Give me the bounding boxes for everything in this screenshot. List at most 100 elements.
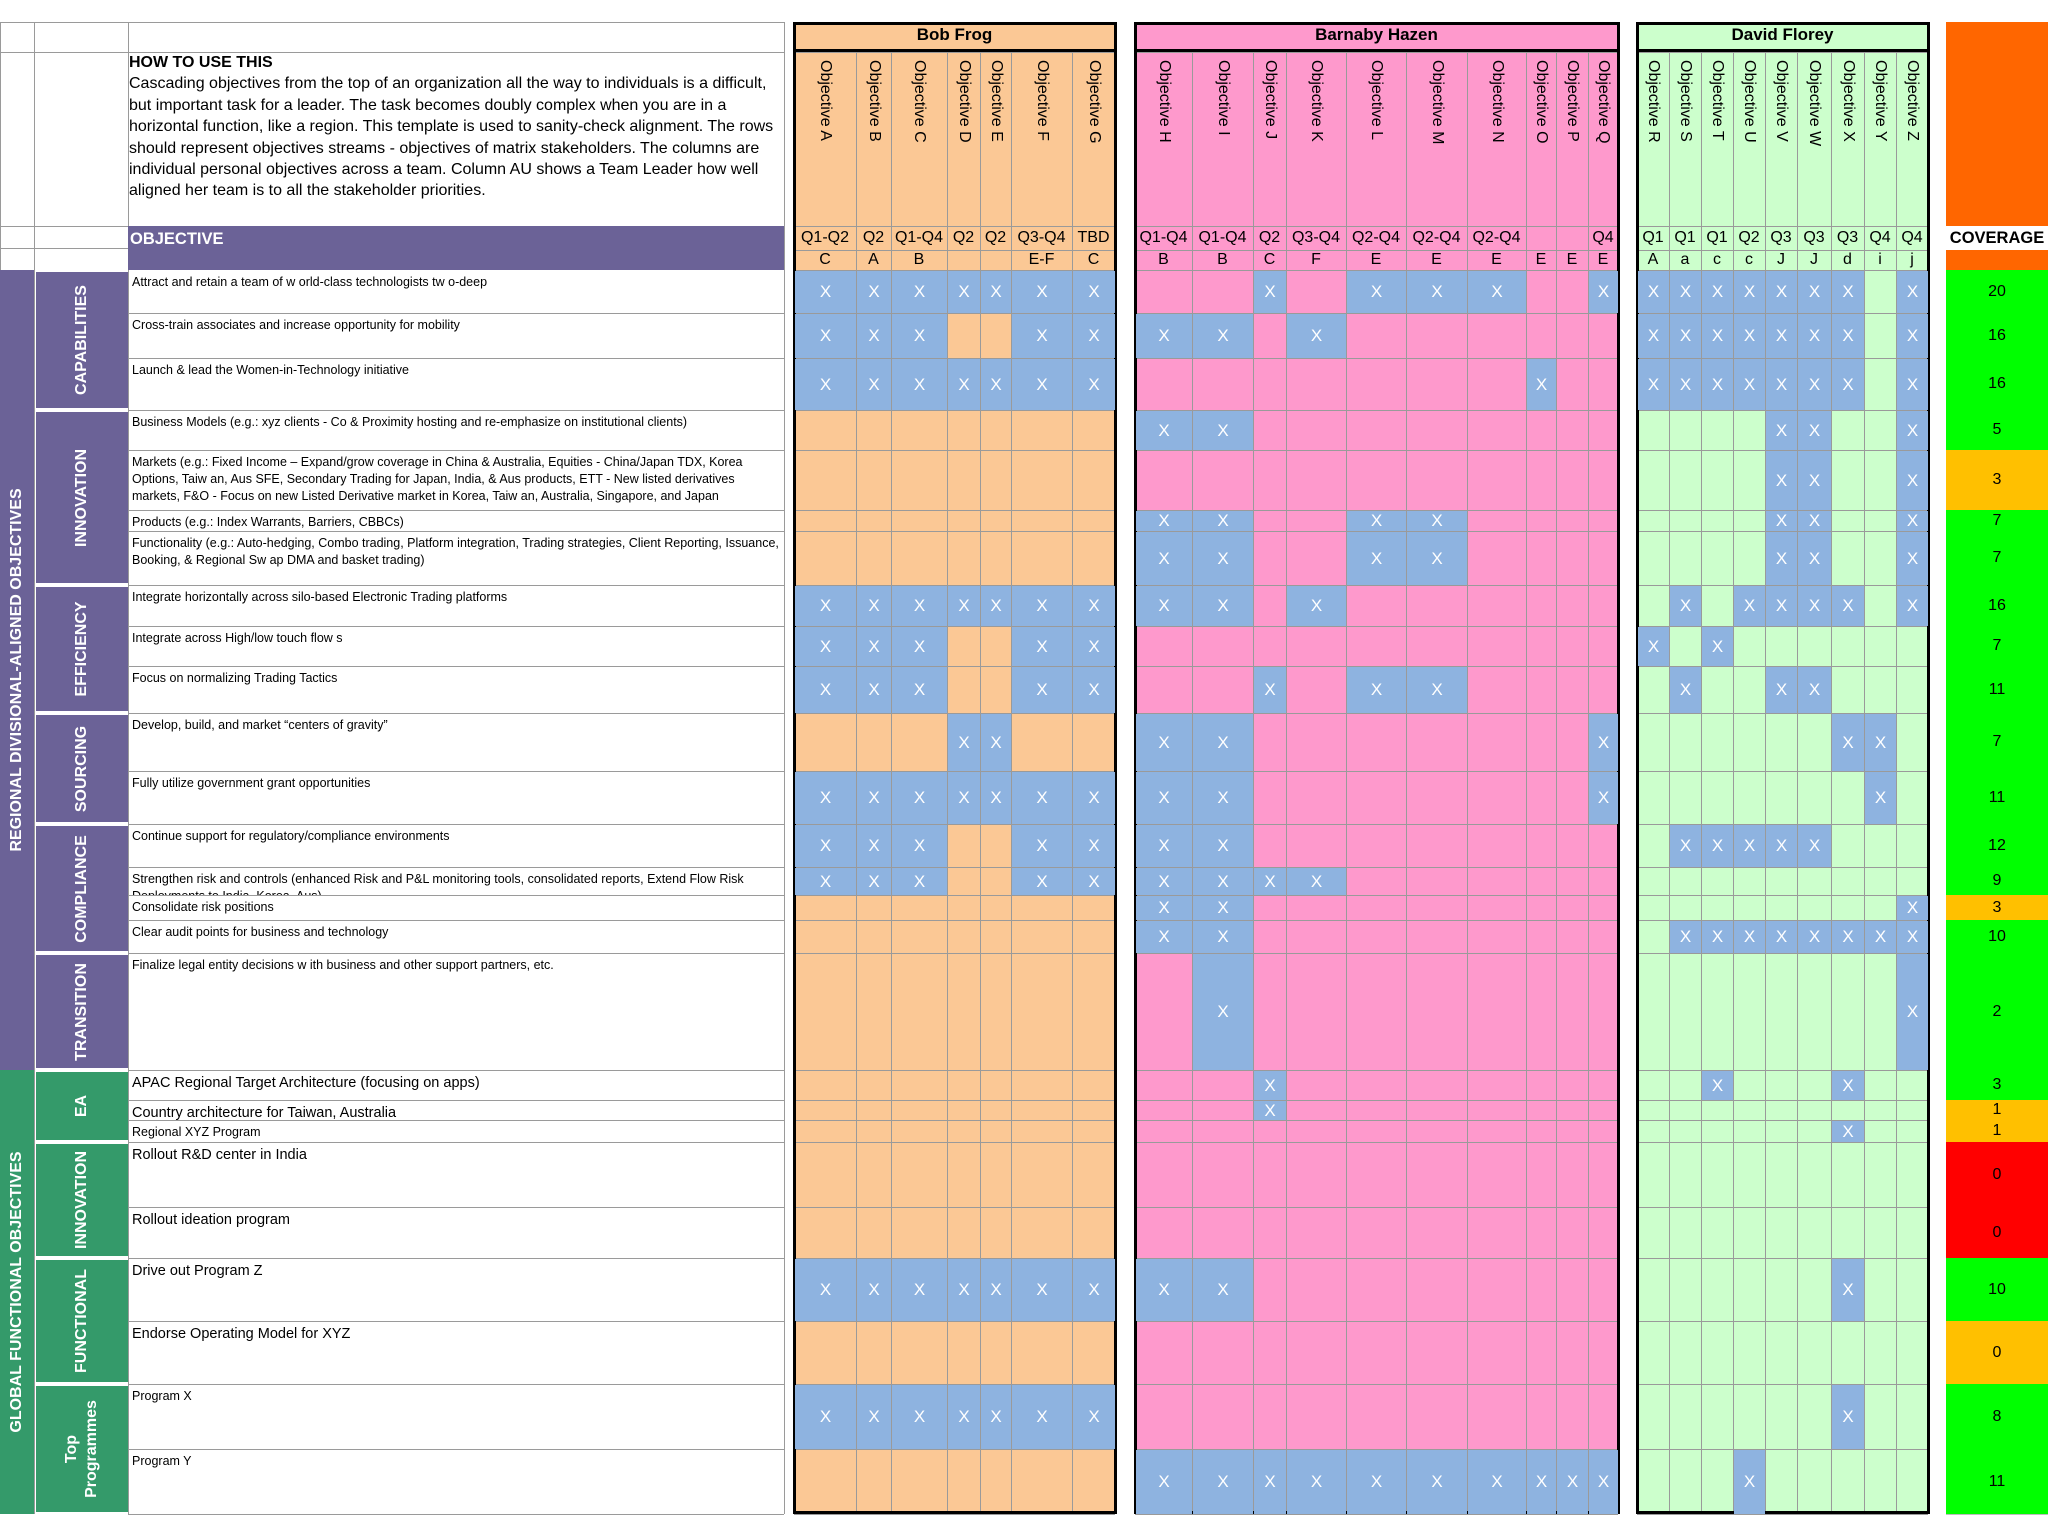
row-line [1637,920,1928,921]
alignment-mark: X [1407,271,1467,313]
alignment-mark: X [1734,271,1765,313]
category-label-text: TRANSITION [73,962,90,1061]
alignment-mark: X [1012,772,1072,824]
group-label-text: GLOBAL FUNCTIONAL OBJECTIVES [8,1151,25,1433]
coverage-value: 10 [1946,1258,2048,1321]
alignment-mark: X [1254,667,1286,713]
alignment-mark: X [1766,586,1797,626]
alignment-mark: X [857,667,891,713]
objective-quarter [1556,228,1588,250]
alignment-mark: X [1766,451,1797,510]
row-line [1637,1384,1928,1385]
alignment-mark: X [1702,921,1733,953]
row-line [1135,450,1618,451]
alignment-mark: X [892,627,947,666]
objective-row-label: Country architecture for Taiwan, Austral… [129,1101,784,1120]
row-line [128,1120,784,1121]
row-line [794,666,1115,667]
row-line [794,920,1115,921]
objective-name: Objective W [1806,60,1823,147]
alignment-mark: X [1798,411,1831,450]
objective-label: Objective U [1733,52,1765,226]
alignment-mark: X [795,1385,856,1449]
alignment-mark: X [1136,411,1192,450]
row-line [794,1321,1115,1322]
objective-quarter: TBD [1077,229,1110,246]
objective-row-label: Program Y [129,1450,784,1514]
row-line [1637,824,1928,825]
objective-label: Objective D [947,52,980,226]
objective-stakeholder-letter: E-F [1028,251,1055,268]
category-label-text: INNOVATION [73,448,90,547]
alignment-mark: X [1287,314,1346,358]
row-line [1637,450,1928,451]
alignment-mark: X [1012,314,1072,358]
row-line [1135,1100,1618,1101]
row-line [1135,920,1618,921]
alignment-mark: X [1073,314,1115,358]
alignment-mark: X [1832,359,1864,410]
row-line [1135,270,1618,271]
objective-row-label: Attract and retain a team of w orld-clas… [129,271,784,313]
objective-stakeholder-letter [947,250,980,270]
objective-label: Objective Y [1864,52,1896,226]
alignment-mark: X [948,1259,980,1321]
person-name: Bob Frog [794,22,1115,52]
coverage-value: 10 [1946,920,2048,953]
row-line [794,1120,1115,1121]
objective-column-header: OBJECTIVE [128,226,784,270]
alignment-mark: X [1527,1450,1556,1514]
objective-quarter: Q3 [1770,229,1792,246]
objective-name: Objective N [1488,60,1506,143]
objective-name: Objective H [1155,60,1173,143]
alignment-mark: X [1012,825,1072,867]
objective-label: Objective X [1831,52,1864,226]
alignment-mark: X [1136,714,1192,771]
alignment-mark: X [1073,772,1115,824]
objective-stakeholder-letter: E [1597,251,1609,268]
alignment-mark: X [1897,954,1928,1070]
row-line [794,358,1115,359]
alignment-mark: X [892,667,947,713]
objective-name: Objective B [865,60,883,142]
alignment-mark: X [1798,451,1831,510]
column-line [1831,52,1832,1514]
objective-stakeholder-letter [980,250,1011,270]
alignment-mark: X [1287,586,1346,626]
coverage-header-fill [1946,250,2048,270]
row-line [794,1207,1115,1208]
alignment-mark: X [1670,314,1701,358]
row-line [1637,666,1928,667]
objective-stakeholder-letter: i [1878,251,1882,268]
alignment-mark: X [1193,921,1253,953]
objective-label: Objective W [1797,52,1831,226]
row-line [1135,1514,1618,1515]
column-line [1588,52,1589,1514]
objective-quarter: Q4 [1592,229,1614,246]
alignment-mark: X [1589,1450,1618,1514]
coverage-value: 11 [1946,771,2048,824]
objective-name: Objective C [911,60,928,143]
category-label: FUNCTIONAL [36,1260,128,1382]
alignment-mark: X [1832,1385,1864,1449]
alignment-mark: X [1468,271,1526,313]
alignment-mark: X [1073,1259,1115,1321]
category-label-text: EA [73,1094,90,1118]
alignment-mark: X [1798,511,1831,531]
alignment-mark: X [1832,314,1864,358]
coverage-column-header: COVERAGE [1946,226,2048,250]
alignment-mark: X [1012,627,1072,666]
row-line [128,666,784,667]
alignment-mark: X [1407,532,1467,585]
row-line [1637,510,1928,511]
alignment-mark: X [1734,314,1765,358]
coverage-value: 0 [1946,1207,2048,1258]
objective-label: Objective G [1072,52,1115,226]
objective-row-label: Strengthen risk and controls (enhanced R… [129,868,784,895]
alignment-mark: X [1254,271,1286,313]
objective-stakeholder-letter: E [1566,251,1578,268]
objective-label: Objective K [1286,52,1346,226]
alignment-mark: X [948,772,980,824]
objective-name: Objective P [1564,60,1581,142]
